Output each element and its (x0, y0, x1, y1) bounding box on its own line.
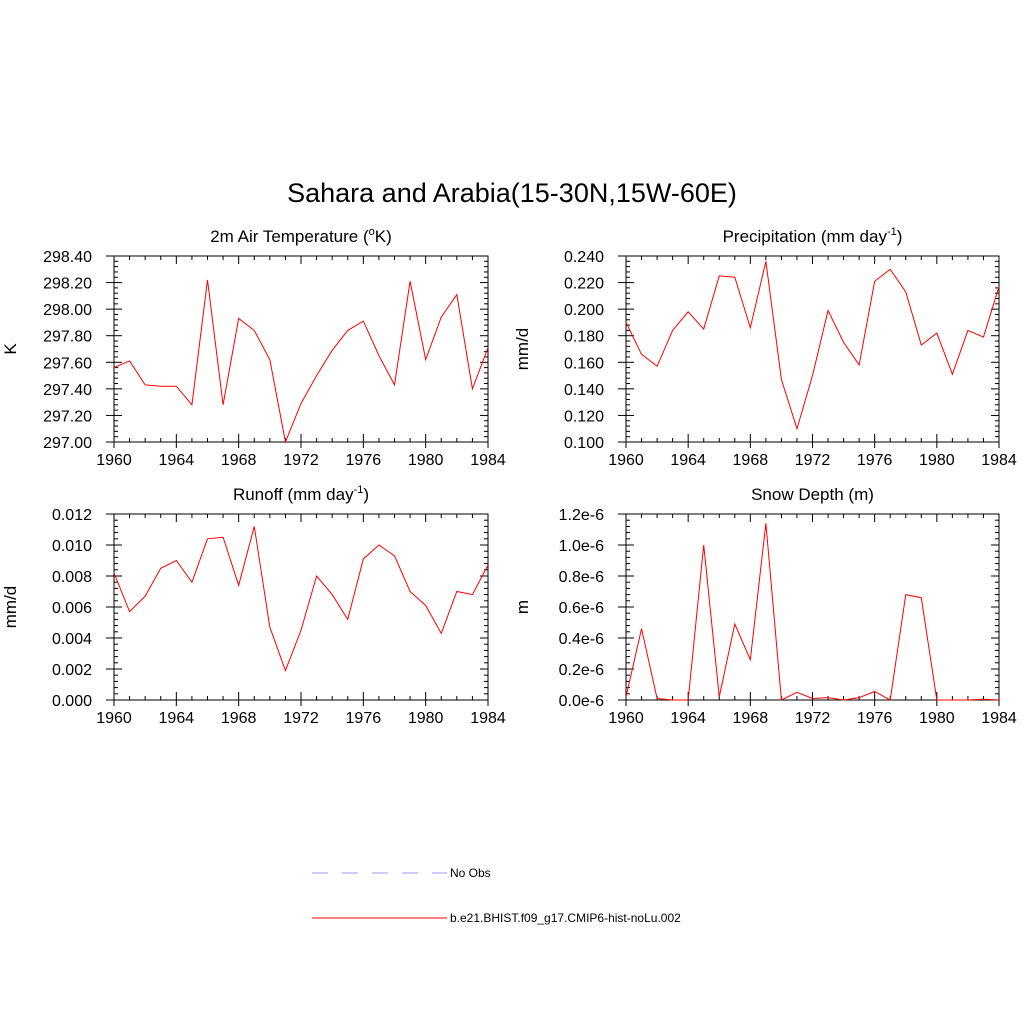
panel-grid: 2m Air Temperature (oK) K 1960 1964 1968 1972… (1, 226, 1017, 727)
precip-ytick-label: 0.240 (564, 249, 604, 266)
temp-xtick-label: 1980 (408, 452, 444, 469)
runoff-ytick-label: 0.008 (52, 569, 92, 586)
runoff-ylabel: mm/d (1, 586, 20, 629)
temp-frame (113, 255, 489, 443)
runoff-ytick-label: 0.002 (52, 662, 92, 679)
runoff-ytick-label: 0.010 (52, 538, 92, 555)
precip-xtick-label: 1968 (733, 452, 769, 469)
temp-ytick-label: 298.20 (43, 276, 92, 293)
snow-title: Snow Depth (m) (751, 485, 874, 504)
snow-xtick-label: 1980 (919, 710, 955, 727)
precip-title-end: ) (897, 227, 903, 246)
temp-xtick-label: 1976 (346, 452, 382, 469)
temp-ytick-label: 297.80 (43, 329, 92, 346)
temp-title-end: K) (375, 227, 392, 246)
temp-title-superscript: o (369, 226, 375, 238)
snow-ytick-label: 0.2e-6 (559, 662, 604, 679)
temp-panel: 2m Air Temperature (oK) K 1960 1964 1968 1972… (1, 226, 506, 469)
snow-xtick-label: 1960 (608, 710, 644, 727)
snow-ytick-label: 0.0e-6 (559, 693, 604, 710)
snow-ytick-label: 1.0e-6 (559, 538, 604, 555)
temp-title: 2m Air Temperature (oK) (210, 226, 392, 246)
temp-ytick-label: 298.40 (43, 249, 92, 266)
precip-ytick-label: 0.200 (564, 302, 604, 319)
snow-ytick-label: 0.4e-6 (559, 631, 604, 648)
temp-xtick-label: 1984 (470, 452, 506, 469)
runoff-title-text: Runoff (mm day (233, 485, 354, 504)
temp-title-text: 2m Air Temperature ( (210, 227, 369, 246)
runoff-xtick-label: 1980 (408, 710, 444, 727)
temp-xtick-label: 1964 (159, 452, 195, 469)
precip-xtick-label: 1960 (608, 452, 644, 469)
precip-ytick-label: 0.140 (564, 382, 604, 399)
runoff-title: Runoff (mm day-1) (233, 484, 369, 504)
snow-series-line (625, 523, 1000, 701)
runoff-ytick-label: 0.012 (52, 507, 92, 524)
precip-ytick-label: 0.180 (564, 329, 604, 346)
runoff-xtick-label: 1960 (96, 710, 132, 727)
runoff-xtick-label: 1964 (159, 710, 195, 727)
runoff-series-line (113, 526, 489, 672)
temp-xtick-label: 1968 (221, 452, 257, 469)
legend-label: b.e21.BHIST.f09_g17.CMIP6-hist-noLu.002 (450, 911, 681, 925)
temp-ytick-label: 297.60 (43, 355, 92, 372)
precip-series-line (625, 261, 1000, 431)
precip-ytick-label: 0.160 (564, 355, 604, 372)
precip-title-text: Precipitation (mm day (723, 227, 888, 246)
precip-xtick-label: 1964 (670, 452, 706, 469)
snow-ytick-label: 1.2e-6 (559, 507, 604, 524)
temp-ylabel: K (1, 343, 20, 355)
snow-xtick-label: 1972 (795, 710, 831, 727)
precip-title: Precipitation (mm day-1) (723, 226, 903, 246)
precip-panel: Precipitation (mm day-1) mm/d 1960 1964 1968… (513, 226, 1017, 469)
runoff-xtick-label: 1976 (346, 710, 382, 727)
precip-ytick-label: 0.120 (564, 408, 604, 425)
runoff-xtick-label: 1984 (470, 710, 506, 727)
snow-panel: Snow Depth (m) m 1960 1964 1968 1972 1976 1980 1… (513, 485, 1017, 727)
snow-ytick-label: 0.8e-6 (559, 569, 604, 586)
runoff-frame (113, 513, 489, 701)
temp-series-line (113, 279, 489, 444)
temp-ytick-label: 297.00 (43, 435, 92, 452)
runoff-ytick-label: 0.000 (52, 693, 92, 710)
precip-xtick-label: 1976 (857, 452, 893, 469)
precip-xtick-label: 1980 (919, 452, 955, 469)
figure-title: Sahara and Arabia(15-30N,15W-60E) (287, 178, 737, 208)
precip-ytick-label: 0.100 (564, 435, 604, 452)
temp-ytick-label: 297.20 (43, 408, 92, 425)
precip-ytick-label: 0.220 (564, 276, 604, 293)
runoff-ytick-label: 0.006 (52, 600, 92, 617)
runoff-title-end: ) (363, 485, 369, 504)
legend-label: No Obs (450, 866, 491, 880)
snow-frame (625, 513, 1000, 701)
snow-title-text: Snow Depth (m) (751, 485, 874, 504)
temp-ytick-label: 298.00 (43, 302, 92, 319)
precip-ylabel: mm/d (513, 328, 532, 371)
runoff-panel: Runoff (mm day-1) mm/d 1960 1964 1968 1972 197… (1, 484, 506, 727)
precip-xtick-label: 1972 (795, 452, 831, 469)
temp-ytick-label: 297.40 (43, 382, 92, 399)
runoff-title-superscript: -1 (354, 484, 364, 496)
snow-xtick-label: 1964 (670, 710, 706, 727)
snow-xtick-label: 1968 (733, 710, 769, 727)
snow-xtick-label: 1984 (981, 710, 1017, 727)
temp-xtick-label: 1960 (96, 452, 132, 469)
precip-title-superscript: -1 (887, 226, 897, 238)
legend: No Obs b.e21.BHIST.f09_g17.CMIP6-hist-noL… (312, 866, 681, 925)
snow-ylabel: m (513, 600, 532, 614)
snow-xtick-label: 1976 (857, 710, 893, 727)
snow-ytick-label: 0.6e-6 (559, 600, 604, 617)
precip-xtick-label: 1984 (981, 452, 1017, 469)
runoff-xtick-label: 1968 (221, 710, 257, 727)
temp-xtick-label: 1972 (283, 452, 319, 469)
runoff-xtick-label: 1972 (283, 710, 319, 727)
runoff-ytick-label: 0.004 (52, 631, 92, 648)
